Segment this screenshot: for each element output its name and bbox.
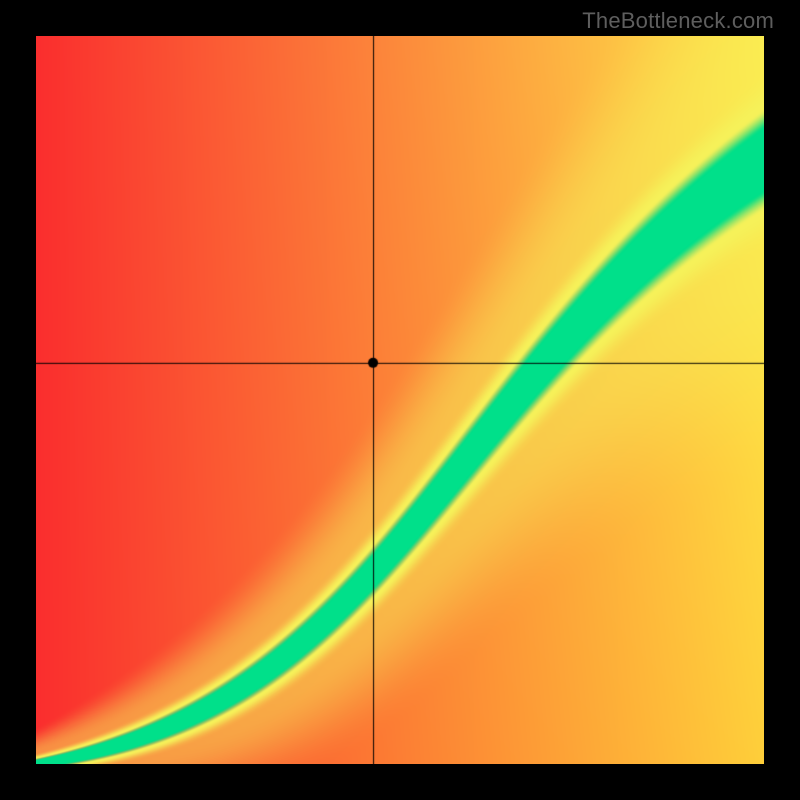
- bottleneck-heatmap: [36, 36, 764, 764]
- crosshair-overlay: [36, 36, 764, 764]
- watermark-text: TheBottleneck.com: [582, 8, 774, 34]
